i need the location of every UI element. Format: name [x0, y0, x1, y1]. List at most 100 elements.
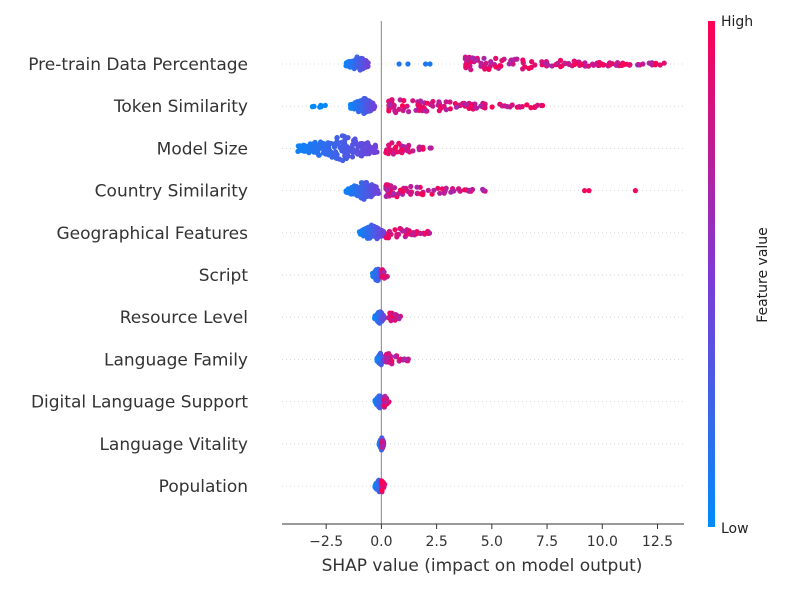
shap-point	[555, 60, 561, 66]
shap-point	[481, 55, 487, 61]
shap-point	[509, 102, 515, 108]
shap-point	[396, 61, 402, 67]
shap-point	[414, 184, 420, 190]
shap-point	[317, 104, 323, 110]
shap-point	[443, 107, 449, 113]
shap-point	[301, 148, 307, 154]
shap-point	[385, 148, 391, 155]
shap-point	[393, 144, 399, 150]
shap-point	[375, 228, 381, 234]
shap-point	[431, 187, 437, 193]
shap-point	[326, 144, 332, 150]
shap-point	[312, 142, 318, 149]
shap-point	[397, 225, 403, 232]
shap-point	[383, 182, 389, 188]
shap-point	[425, 187, 431, 193]
shap-point	[529, 59, 535, 65]
shap-point	[333, 149, 339, 155]
shap-point	[585, 63, 592, 69]
shap-point	[415, 102, 421, 108]
colorbar-low-label: Low	[721, 521, 749, 537]
shap-point	[443, 99, 449, 105]
shap-point	[322, 146, 328, 152]
feature-label: Resource Level	[120, 308, 248, 328]
feature-label: Model Size	[157, 139, 248, 159]
shap-point	[380, 228, 387, 235]
shap-point	[486, 66, 492, 72]
shap-point	[482, 102, 488, 108]
shap-point	[453, 104, 460, 110]
shap-point	[528, 105, 534, 111]
feature-label: Language Vitality	[99, 435, 248, 455]
shap-point	[386, 351, 392, 357]
shap-point	[322, 102, 328, 108]
x-tick-label: −2.5	[309, 534, 343, 550]
shap-point	[589, 61, 596, 67]
shap-point	[349, 102, 355, 108]
shap-point	[420, 146, 426, 152]
shap-point	[408, 183, 414, 190]
shap-point	[386, 142, 392, 148]
feature-label: Country Similarity	[95, 182, 248, 202]
shap-point	[361, 110, 367, 116]
shap-point	[497, 63, 503, 69]
shap-point	[363, 190, 369, 196]
shap-point	[621, 61, 627, 68]
shap-point	[371, 105, 377, 111]
shap-point	[380, 442, 386, 449]
feature-label: Population	[159, 477, 248, 497]
shap-points	[295, 54, 667, 495]
shap-point	[344, 189, 350, 195]
shap-point	[385, 232, 391, 238]
shap-point	[390, 151, 396, 157]
shap-point	[462, 187, 468, 193]
shap-point	[596, 59, 603, 66]
shap-point	[463, 55, 469, 62]
shap-point	[661, 60, 667, 66]
shap-point	[399, 103, 406, 109]
shap-point	[540, 102, 546, 109]
shap-point	[489, 104, 495, 110]
shap-point	[386, 359, 392, 365]
shap-point	[447, 106, 453, 112]
shap-point	[371, 232, 377, 238]
shap-point	[493, 55, 499, 62]
shap-point	[406, 109, 412, 115]
shap-point	[370, 149, 376, 155]
shap-point	[394, 234, 400, 240]
shap-point	[382, 393, 388, 399]
colorbar	[708, 21, 715, 527]
shap-point	[456, 186, 462, 192]
feature-label: Script	[199, 266, 249, 286]
shap-point	[514, 56, 520, 62]
shap-point	[405, 148, 411, 154]
shap-point	[499, 103, 505, 109]
shap-point	[309, 104, 315, 110]
shap-point	[483, 60, 489, 66]
shap-point	[614, 60, 621, 66]
feature-rows: Pre-train Data Percentage Token Similarit…	[28, 55, 684, 497]
shap-point	[393, 109, 399, 116]
shap-point	[404, 103, 410, 109]
shap-point	[401, 356, 408, 362]
shap-point	[383, 193, 389, 199]
shap-point	[396, 106, 402, 112]
shap-point	[439, 186, 445, 192]
shap-point	[508, 57, 514, 63]
shap-point	[347, 60, 353, 66]
shap-point	[341, 133, 347, 139]
shap-point	[423, 61, 429, 67]
shap-point	[379, 316, 385, 322]
shap-point	[374, 356, 380, 362]
shap-point	[473, 105, 480, 111]
shap-point	[341, 149, 347, 155]
shap-point	[657, 62, 663, 68]
shap-point	[392, 353, 399, 360]
shap-point	[366, 148, 372, 154]
shap-point	[381, 269, 387, 275]
feature-label: Token Similarity	[113, 97, 248, 117]
shap-point	[381, 403, 387, 409]
colorbar-title: Feature value	[755, 227, 771, 323]
shap-point	[372, 269, 378, 275]
